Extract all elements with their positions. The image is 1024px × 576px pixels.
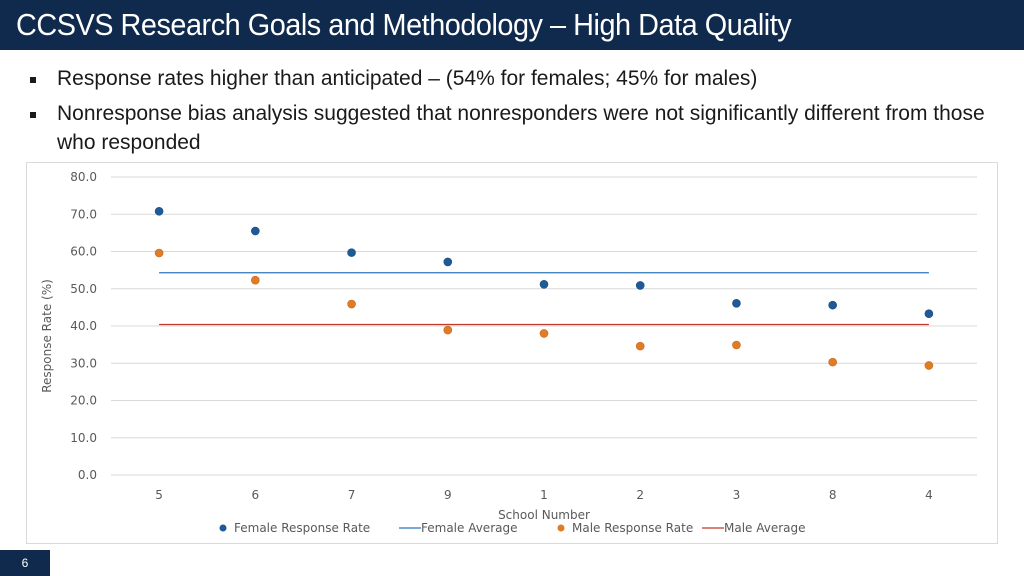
data-point-female-response-rate [251, 226, 260, 236]
data-point-female-response-rate [732, 298, 741, 308]
bullet-item: Response rates higher than anticipated –… [30, 64, 1000, 93]
y-tick-label: 20.0 [70, 394, 97, 408]
y-tick-label: 60.0 [70, 245, 97, 259]
page-number-text: 6 [21, 556, 29, 570]
data-point-female-response-rate [154, 206, 164, 216]
legend-label: Male Response Rate [572, 521, 693, 535]
data-point-female-response-rate [635, 281, 645, 290]
x-tick-label: 5 [155, 488, 163, 502]
x-tick-label: 9 [444, 488, 452, 502]
x-tick-label: 6 [252, 488, 260, 502]
data-point-male-response-rate [251, 275, 260, 285]
bullet-list: Response rates higher than anticipated –… [30, 64, 1000, 163]
data-point-female-response-rate [347, 248, 356, 257]
x-tick-label: 4 [925, 488, 933, 502]
x-axis-title: School Number [498, 508, 590, 522]
bullet-text: Nonresponse bias analysis suggested that… [57, 102, 985, 154]
response-rate-chart: 0.0 10.0 20.0 30.0 40.0 50.0 60.0 70.0 80.0 5 6 7 9 1… [40, 170, 977, 535]
data-point-male-response-rate [828, 357, 837, 367]
y-tick-label: 40.0 [70, 319, 97, 333]
data-point-female-response-rate [828, 300, 837, 310]
y-tick-label: 50.0 [70, 282, 97, 296]
data-point-female-response-rate [539, 279, 549, 289]
data-point-male-response-rate [635, 341, 645, 351]
x-tick-label: 7 [348, 488, 356, 502]
x-tick-label: 1 [540, 488, 548, 502]
y-tick-label: 80.0 [70, 170, 97, 184]
title-bar: CCSVS Research Goals and Methodology – H… [0, 0, 1024, 50]
x-tick-label: 3 [733, 488, 741, 502]
slide-title: CCSVS Research Goals and Methodology – H… [16, 7, 792, 42]
page-number: 6 [0, 550, 50, 576]
y-tick-label: 70.0 [70, 207, 97, 221]
y-tick-label: 30.0 [70, 356, 97, 370]
y-tick-label: 10.0 [70, 431, 97, 445]
data-point-male-response-rate [732, 340, 741, 350]
data-point-female-response-rate [443, 257, 453, 267]
data-point-male-response-rate [924, 361, 934, 370]
bullet-text: Response rates higher than anticipated –… [57, 67, 758, 90]
x-tick-label: 2 [636, 488, 644, 502]
legend-marker [557, 524, 565, 532]
data-point-male-response-rate [539, 329, 549, 338]
legend-label: Female Response Rate [234, 521, 370, 535]
legend-label: Male Average [724, 521, 806, 535]
legend-marker [219, 524, 227, 532]
chart-container: 0.0 10.0 20.0 30.0 40.0 50.0 60.0 70.0 80.0 5 6 7 9 1… [26, 162, 998, 544]
y-axis-title: Response Rate (%) [40, 279, 54, 393]
y-tick-label: 0.0 [78, 468, 97, 482]
bullet-marker [30, 112, 36, 118]
data-point-male-response-rate [347, 299, 356, 309]
data-point-male-response-rate [154, 248, 164, 258]
bullet-item: Nonresponse bias analysis suggested that… [30, 99, 1000, 157]
legend-label: Female Average [421, 521, 517, 535]
x-tick-label: 8 [829, 488, 837, 502]
data-point-female-response-rate [924, 309, 934, 319]
data-point-male-response-rate [443, 325, 453, 335]
bullet-marker [30, 77, 36, 83]
